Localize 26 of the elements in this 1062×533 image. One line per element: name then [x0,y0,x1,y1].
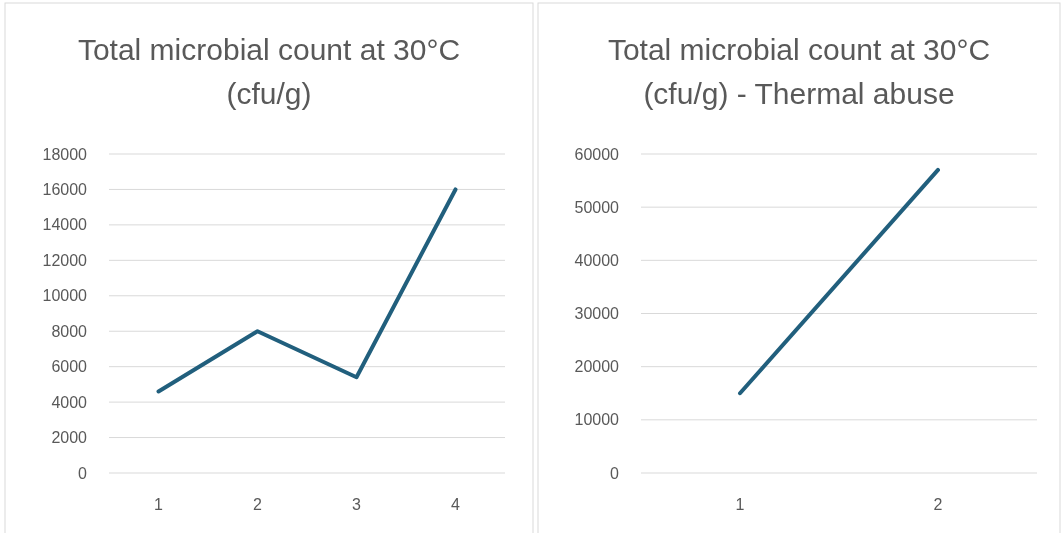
x-tick-label: 2 [933,496,943,513]
x-tick-label: 1 [735,496,745,513]
y-tick-label: 8000 [51,322,88,340]
y-tick-label: 2000 [51,429,88,447]
y-tick-label: 16000 [42,181,88,199]
y-tick-label: 4000 [51,393,88,411]
x-tick-label: 2 [253,496,263,513]
y-tick-label: 12000 [42,251,88,269]
y-tick-label: 10000 [574,411,620,429]
y-tick-label: 10000 [42,287,88,305]
y-tick-label: 30000 [574,305,620,323]
y-tick-label: 40000 [574,251,620,269]
y-tick-label: 0 [78,464,88,482]
y-tick-label: 0 [610,464,620,482]
y-tick-label: 50000 [574,198,620,216]
chart-title: Total microbial count at 30°C (cfu/g) - Thermal abuse [607,33,991,110]
y-tick-label: 20000 [574,358,620,376]
chart-title: Total microbial count at 30°C (cfu/g) [77,33,461,110]
x-tick-label: 3 [352,496,362,513]
y-tick-label: 6000 [51,358,88,376]
y-tick-label: 60000 [574,145,620,163]
y-tick-label: 18000 [42,145,88,163]
line-series [156,187,458,394]
x-tick-label: 4 [451,496,461,513]
y-tick-label: 14000 [42,216,88,234]
x-tick-label: 1 [154,496,164,513]
